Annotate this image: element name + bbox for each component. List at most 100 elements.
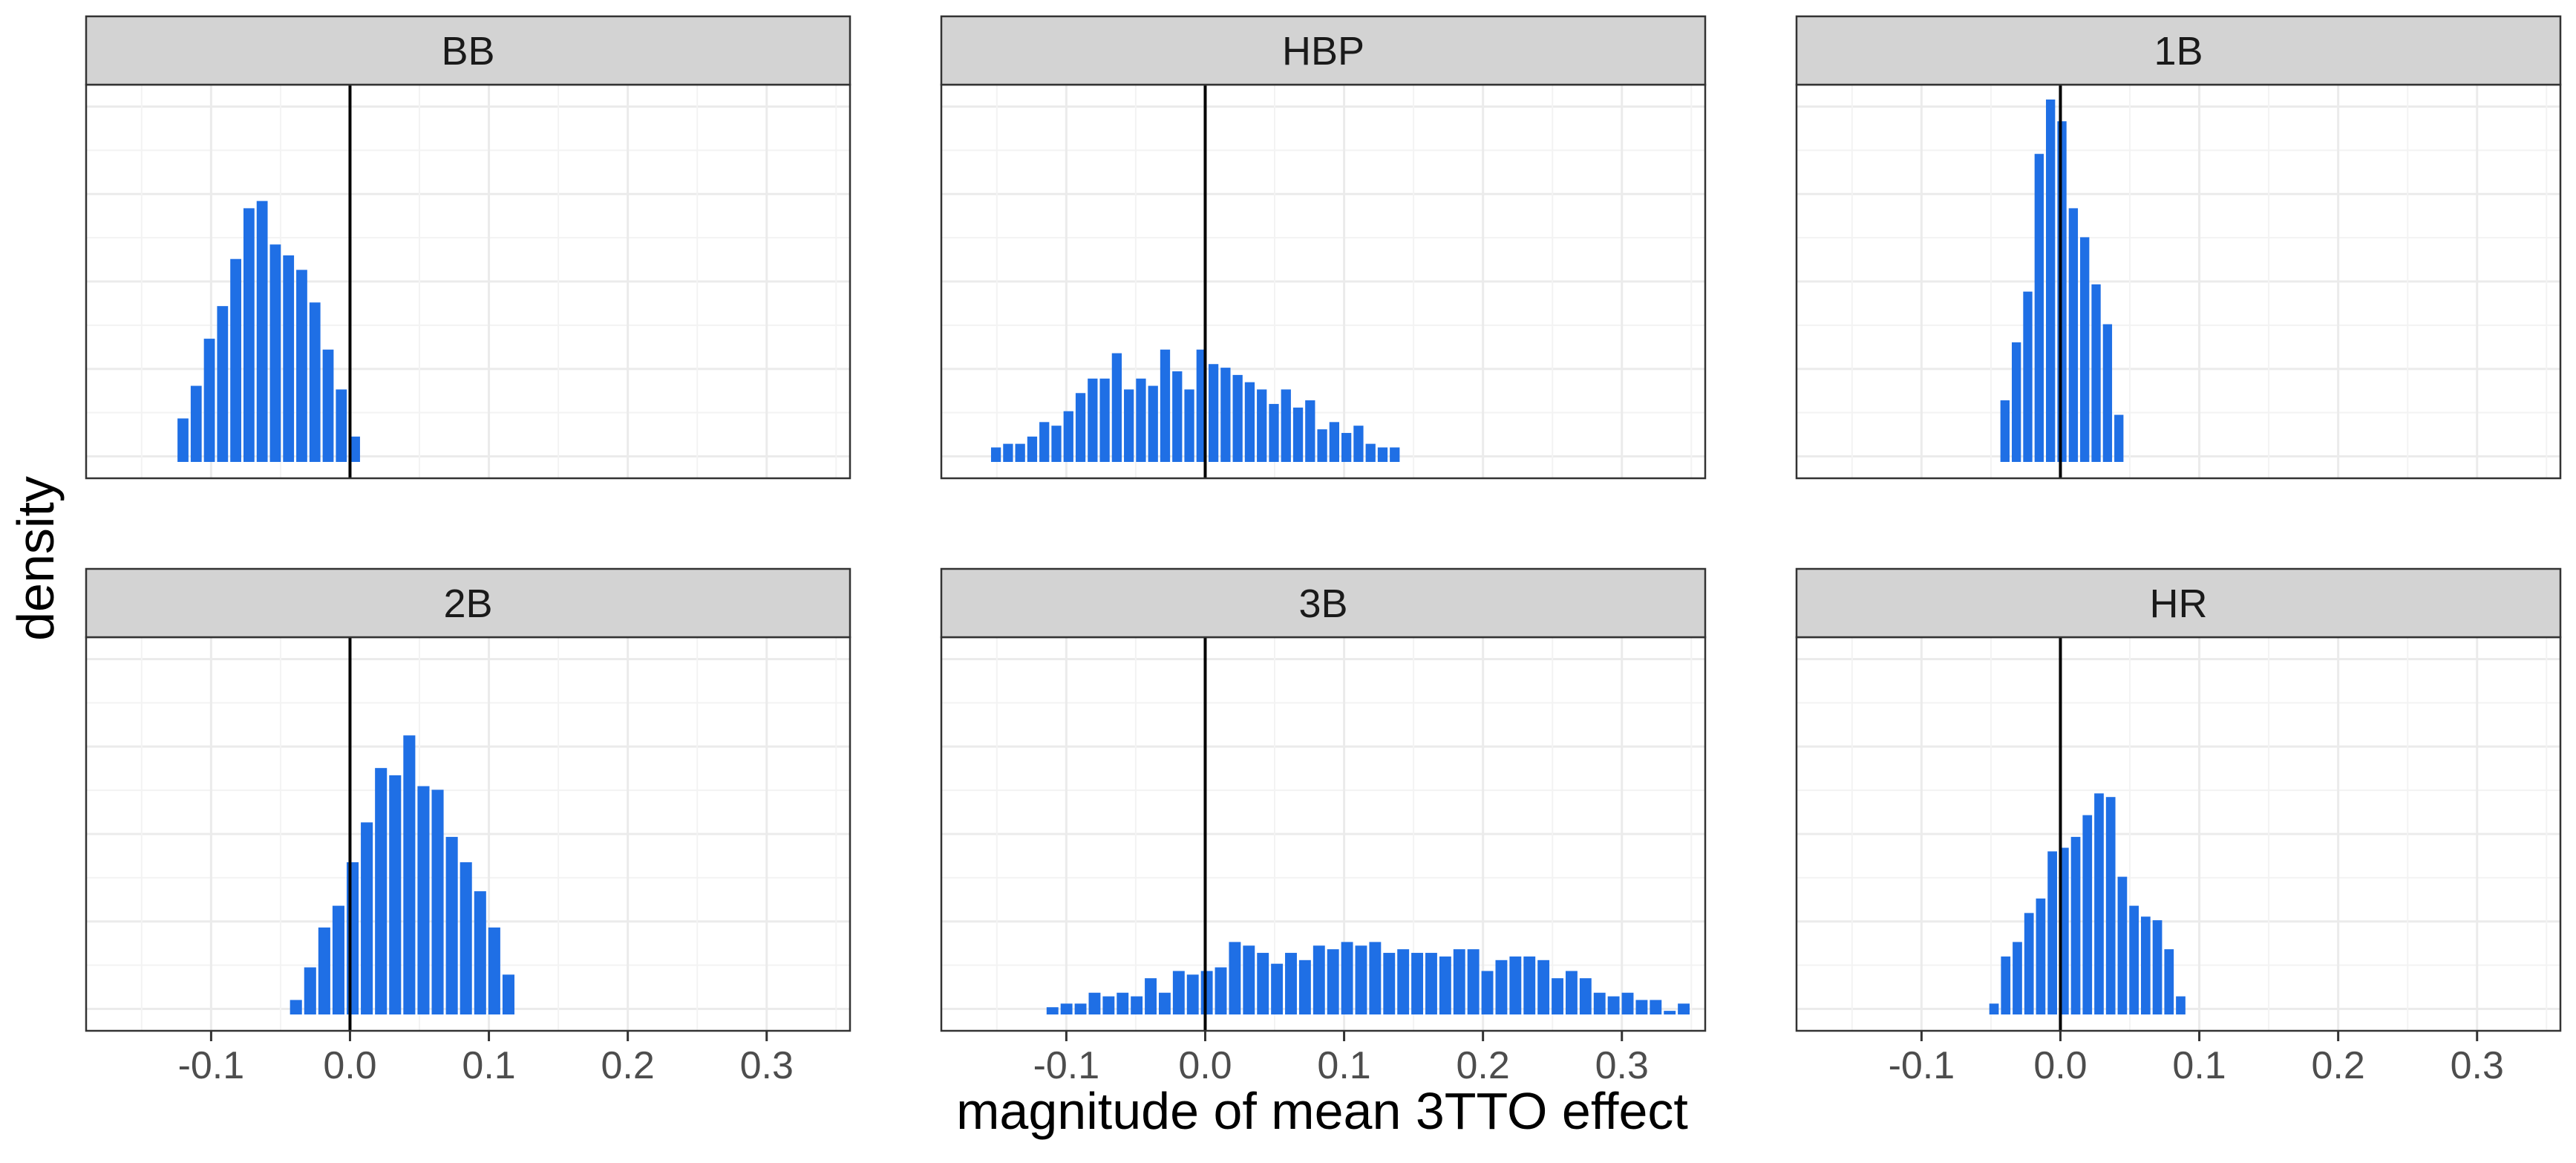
x-tick-label: 0.3 [2451,1044,2504,1087]
facet-strip [940,567,1707,639]
histogram-bar [1397,949,1410,1014]
histogram-bar [1111,353,1122,462]
x-tick-label: -0.1 [178,1044,245,1087]
x-tick-label: 0.0 [323,1044,376,1087]
histogram-bar [1243,945,1255,1014]
panel-3b: 3B -0.1 0.0 0.1 0.2 0.3 [940,567,1707,1087]
histogram-bar [1664,1011,1676,1014]
histogram-bar [2117,876,2128,1014]
histogram-bar [177,418,189,462]
histogram-bar [1285,953,1297,1014]
histogram-bar [190,385,202,462]
histogram-bar [2047,851,2057,1014]
panel-hbp: HBP [940,15,1707,480]
histogram-bar [1271,963,1284,1014]
facet-strip-label: HR [2150,582,2208,626]
histogram-bar [1039,422,1050,462]
histogram-bar [2034,154,2044,462]
histogram-bar [1989,1003,1999,1014]
histogram-bar [1074,1003,1087,1014]
histogram-bar [1292,407,1304,462]
histogram-bar [1063,411,1073,462]
histogram-bar [1160,349,1171,462]
histogram-bar [1383,953,1396,1014]
histogram-bar [1281,389,1291,462]
histogram-bar [1593,992,1606,1014]
histogram-bar [2091,284,2101,462]
histogram-bar [1099,378,1110,462]
histogram-bar [403,735,416,1014]
histogram-bar [389,775,402,1014]
histogram-bar [1579,978,1592,1014]
histogram-bar [2102,324,2113,462]
histogram-bar [1565,971,1578,1014]
histogram-bar [1186,974,1199,1014]
histogram-bar [1148,385,1158,462]
histogram-bar [1215,967,1227,1014]
histogram-bar [1051,426,1062,462]
x-tick-label: 0.0 [2033,1044,2087,1087]
histogram-bar [217,306,229,462]
histogram-bar [2152,920,2163,1014]
histogram-bar [1635,1000,1648,1014]
histogram-bar [2129,905,2139,1014]
histogram-bar [1027,436,1038,462]
histogram-bar [1088,378,1098,462]
histogram-bar [1453,949,1465,1014]
histogram-bar [1184,389,1194,462]
histogram-bar [1088,992,1101,1014]
histogram-bar [1003,443,1013,462]
histogram-bar [1046,1007,1059,1014]
histogram-bar [2013,942,2022,1014]
panel-2b: 2B -0.1 0.0 0.1 0.2 0.3 [85,567,851,1087]
x-tick-label: -0.1 [1033,1044,1100,1087]
histogram-bar [2070,836,2081,1014]
histogram-bar [230,258,241,462]
histogram-bar [1329,422,1340,462]
histogram-bar [349,436,360,462]
histogram-bar [2082,815,2093,1014]
histogram-bar [1269,403,1279,462]
x-tick-label: 0.2 [2312,1044,2365,1087]
histogram-bar [2094,793,2104,1014]
histogram-bar [256,201,268,462]
histogram-bar [2036,898,2046,1014]
histogram-bar [1411,953,1424,1014]
histogram-bar [1369,942,1382,1014]
histogram-bar [1678,1003,1690,1014]
y-axis-title: density [7,476,65,641]
facet-strip-label: 3B [1298,582,1347,626]
histogram-bar [1439,956,1451,1014]
histogram-bar [1172,371,1183,462]
histogram-bar [243,208,255,462]
histogram-bar [1523,956,1536,1014]
histogram-bar [283,255,295,462]
x-tick-label: 0.2 [601,1044,655,1087]
histogram-bar [2140,916,2151,1014]
histogram-bar [474,891,486,1014]
histogram-bar [1117,992,1129,1014]
histogram-bar [990,447,1001,462]
histogram-bar [1131,996,1143,1014]
histogram-bar [1509,956,1522,1014]
histogram-bar [1552,978,1563,1014]
histogram-bar [1244,382,1255,462]
facet-strip [1795,567,2562,639]
histogram-bar [1317,429,1327,462]
histogram-bar [1229,942,1241,1014]
x-tick-label: -0.1 [1889,1044,1955,1087]
facet-strip-label: 2B [443,582,492,626]
histogram-bar [1145,978,1157,1014]
histogram-bar [322,349,334,462]
histogram-bar [2176,996,2186,1014]
histogram-bar [445,836,458,1014]
histogram-bar [1607,996,1620,1014]
histogram-bar [361,822,373,1014]
histogram-bar [431,789,444,1014]
histogram-bar [1425,953,1437,1014]
histogram-bar [1102,996,1115,1014]
histogram-bar [1377,447,1388,462]
histogram-bar [1341,432,1352,462]
histogram-bar [375,768,388,1014]
